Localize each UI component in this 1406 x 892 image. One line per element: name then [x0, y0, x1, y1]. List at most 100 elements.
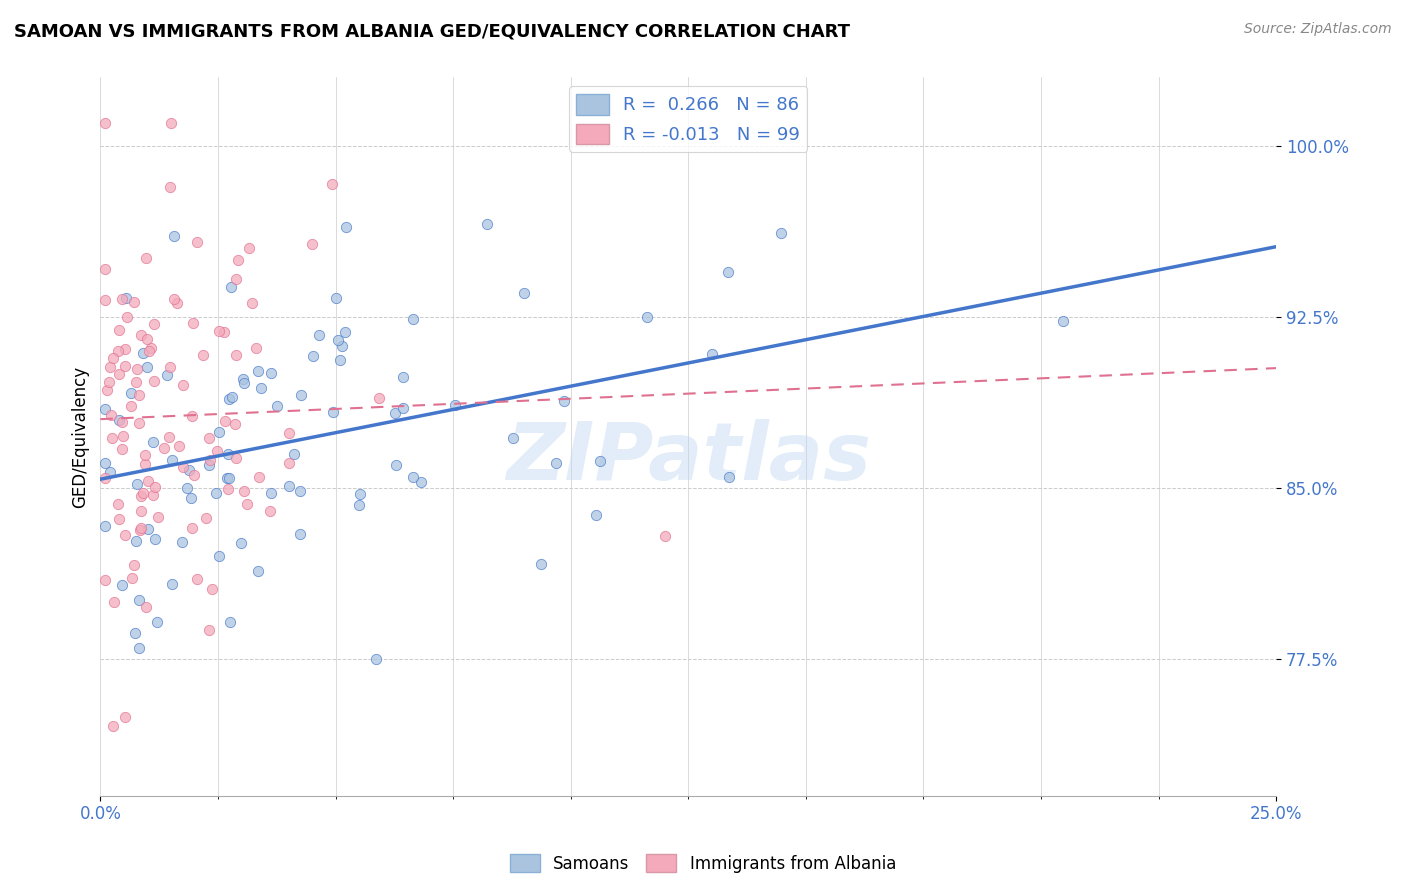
Point [172, 460, 194, 475]
Point [283, 447, 305, 461]
Point [477, 217, 499, 231]
Point [103, 595, 125, 609]
Point [132, 486, 155, 500]
Point [160, 453, 183, 467]
Point [186, 572, 208, 586]
Point [240, 296, 263, 310]
Point [132, 345, 155, 359]
Point [107, 512, 129, 526]
Point [128, 593, 150, 607]
Point [349, 487, 371, 501]
Point [143, 480, 166, 494]
Point [288, 526, 311, 541]
Point [322, 405, 344, 419]
Point [385, 458, 408, 472]
Point [384, 406, 406, 420]
Point [159, 180, 181, 194]
Point [588, 454, 610, 468]
Point [302, 349, 325, 363]
Point [94, 116, 117, 130]
Point [364, 652, 387, 666]
Point [138, 343, 160, 358]
Point [134, 457, 156, 471]
Point [110, 578, 132, 592]
Point [128, 523, 150, 537]
Point [238, 241, 260, 255]
Point [232, 372, 254, 386]
Point [134, 448, 156, 462]
Point [129, 489, 152, 503]
Point [229, 536, 252, 550]
Point [181, 409, 204, 423]
Point [224, 417, 246, 432]
Point [513, 286, 536, 301]
Legend: R =  0.266   N = 86, R = -0.013   N = 99: R = 0.266 N = 86, R = -0.013 N = 99 [569, 87, 807, 152]
Point [217, 482, 239, 496]
Point [94, 261, 117, 276]
Point [335, 219, 357, 234]
Point [636, 310, 658, 325]
Point [349, 498, 371, 512]
Point [159, 359, 181, 374]
Point [290, 387, 312, 401]
Point [717, 265, 740, 279]
Point [208, 549, 231, 564]
Point [181, 316, 204, 330]
Point [143, 532, 166, 546]
Point [225, 348, 247, 362]
Point [221, 390, 243, 404]
Point [214, 413, 236, 427]
Point [326, 333, 349, 347]
Point [157, 430, 180, 444]
Point [247, 364, 270, 378]
Point [100, 409, 122, 423]
Point [278, 425, 301, 440]
Point [94, 293, 117, 307]
Point [194, 510, 217, 524]
Text: SAMOAN VS IMMIGRANTS FROM ALBANIA GED/EQUIVALENCY CORRELATION CHART: SAMOAN VS IMMIGRANTS FROM ALBANIA GED/EQ… [14, 22, 851, 40]
Point [700, 347, 723, 361]
Point [110, 442, 132, 456]
Point [107, 497, 129, 511]
Point [197, 623, 219, 637]
Point [198, 458, 221, 472]
Point [136, 474, 159, 488]
Point [122, 295, 145, 310]
Point [301, 236, 323, 251]
Point [266, 400, 288, 414]
Point [245, 342, 267, 356]
Point [101, 351, 124, 365]
Point [128, 416, 150, 430]
Point [108, 412, 131, 426]
Point [180, 491, 202, 506]
Point [585, 508, 607, 522]
Point [325, 291, 347, 305]
Point [225, 450, 247, 465]
Point [94, 471, 117, 485]
Point [212, 325, 235, 339]
Point [111, 429, 134, 443]
Point [402, 469, 425, 483]
Point [205, 486, 228, 500]
Point [259, 366, 281, 380]
Point [128, 388, 150, 402]
Point [288, 483, 311, 498]
Point [163, 228, 186, 243]
Point [108, 367, 131, 381]
Point [391, 369, 413, 384]
Point [226, 253, 249, 268]
Point [114, 291, 136, 305]
Point [143, 374, 166, 388]
Point [101, 719, 124, 733]
Point [654, 529, 676, 543]
Point [236, 497, 259, 511]
Point [329, 352, 352, 367]
Point [401, 311, 423, 326]
Point [335, 325, 357, 339]
Point [259, 504, 281, 518]
Point [166, 296, 188, 310]
Point [160, 576, 183, 591]
Point [170, 534, 193, 549]
Point [141, 341, 163, 355]
Point [148, 509, 170, 524]
